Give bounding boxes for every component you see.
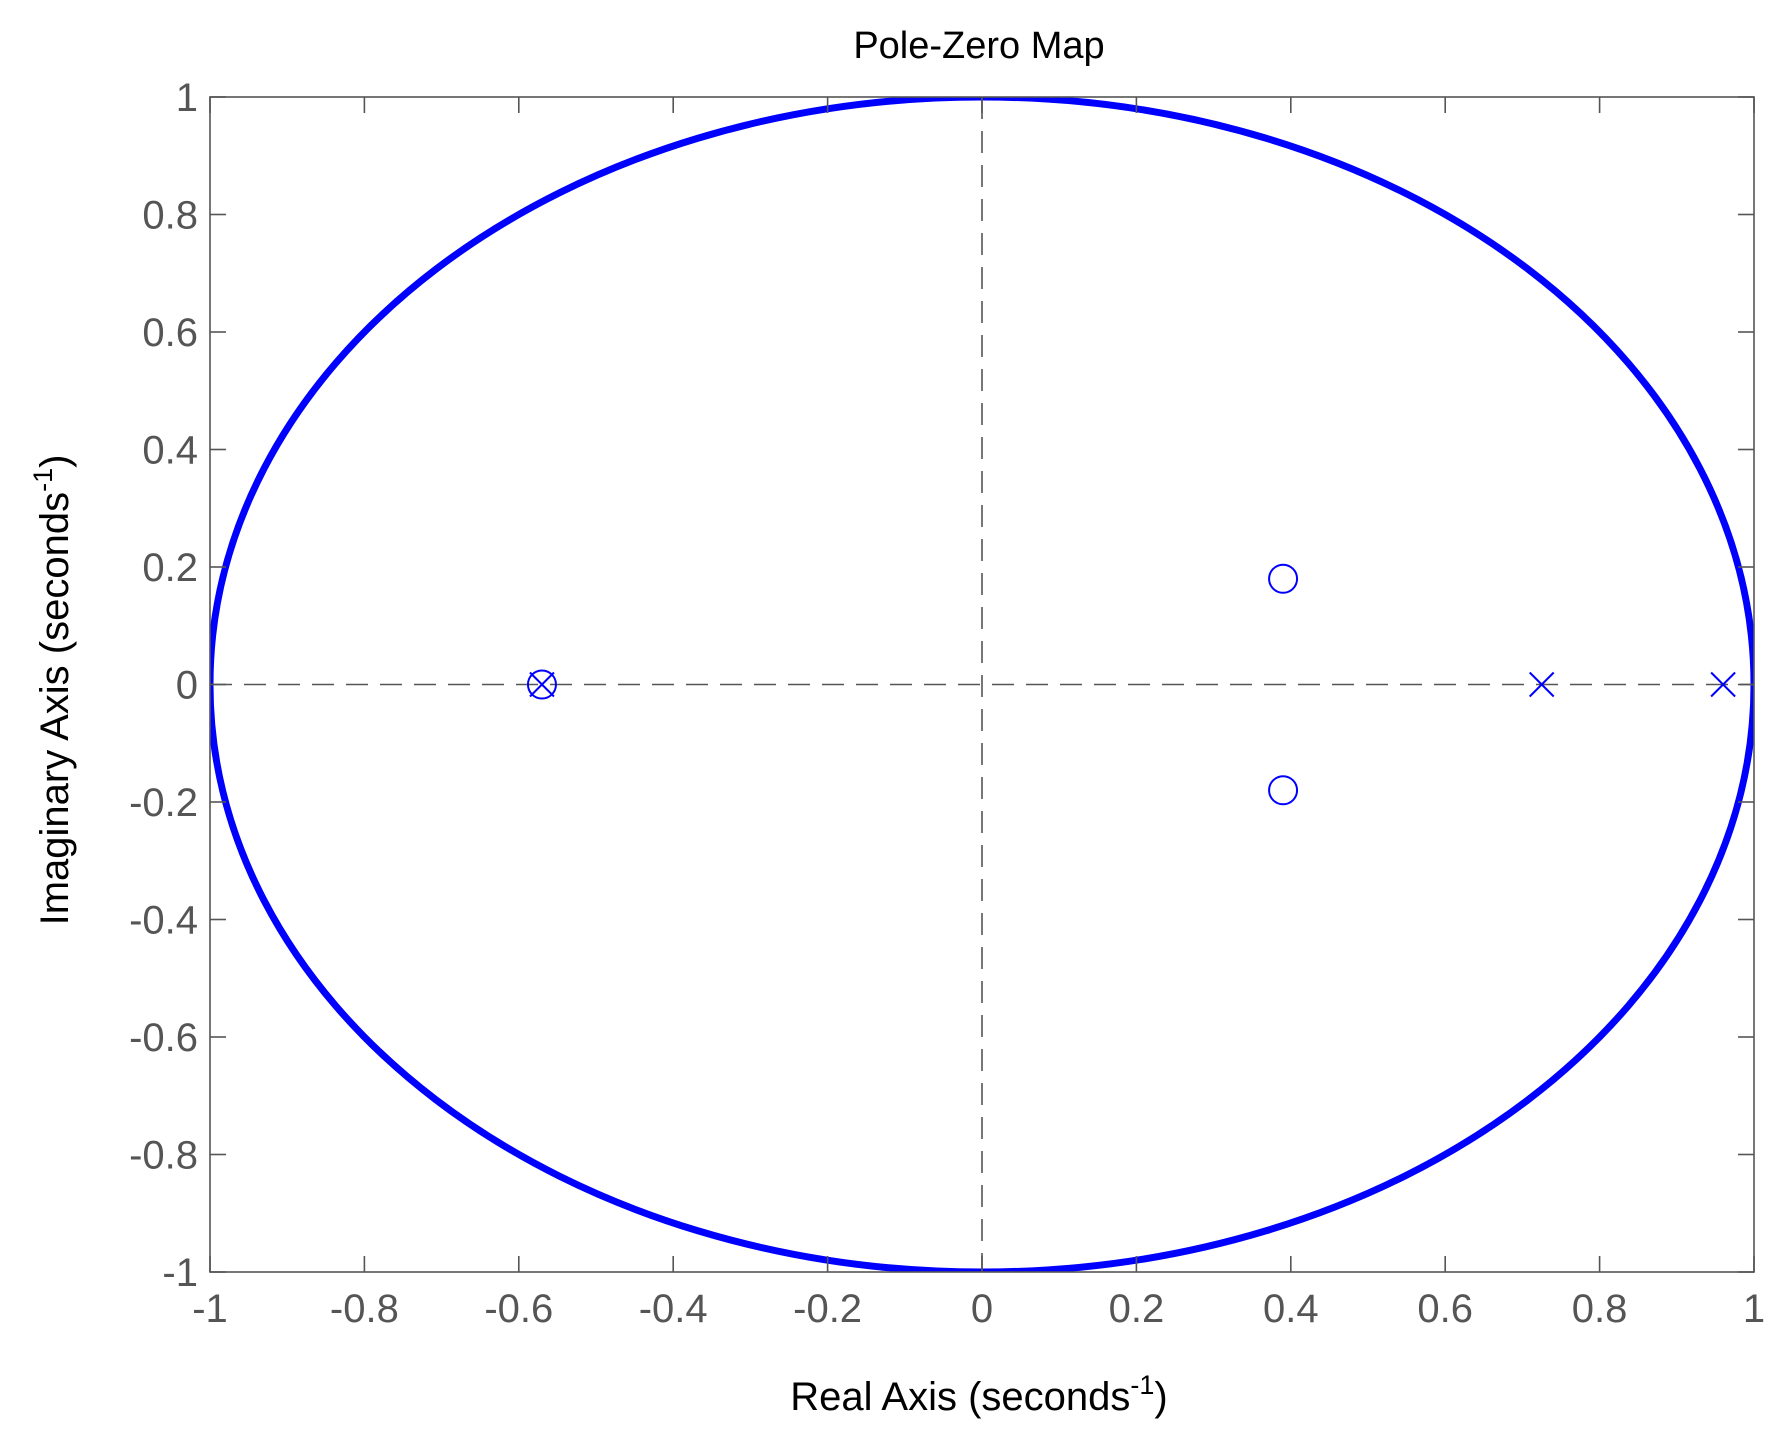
x-axis-label-exponent: -1 bbox=[1130, 1370, 1154, 1400]
y-tick-label: 0.2 bbox=[142, 546, 198, 590]
x-axis-label: Real Axis (seconds-1) bbox=[790, 1370, 1168, 1419]
y-tick-label: -1 bbox=[162, 1251, 198, 1295]
x-tick-label: 0.2 bbox=[1109, 1287, 1165, 1331]
chart-title: Pole-Zero Map bbox=[853, 25, 1104, 67]
pole-marker bbox=[1528, 671, 1555, 698]
y-tick-label: -0.6 bbox=[129, 1016, 198, 1060]
zero-marker bbox=[1268, 775, 1299, 806]
pole-marker bbox=[1710, 671, 1736, 698]
y-axis-label-exponent: -1 bbox=[28, 468, 58, 492]
x-tick-label: -0.2 bbox=[793, 1287, 862, 1331]
ticks-layer: -1 -0.8 -0.6 -0.4 -0.2 0 0.2 0.4 0.6 0.8 1 -1 -0.8 -0… bbox=[129, 76, 1765, 1331]
x-axis-label-base: Real Axis (seconds bbox=[790, 1375, 1130, 1419]
x-tick-label: 0 bbox=[971, 1287, 993, 1331]
zero-marker bbox=[1268, 563, 1299, 594]
y-tick-label: 0.6 bbox=[142, 311, 198, 355]
x-axis-label-close: ) bbox=[1154, 1375, 1167, 1419]
y-tick-label: 0.4 bbox=[142, 429, 198, 473]
x-tick-label: 1 bbox=[1743, 1287, 1765, 1331]
y-tick-label: -0.8 bbox=[129, 1134, 198, 1178]
y-axis-label-close: ) bbox=[33, 455, 77, 468]
y-axis-label: Imaginary Axis (seconds-1) bbox=[28, 455, 77, 926]
y-tick-label: -0.4 bbox=[129, 899, 198, 943]
zero-marker bbox=[526, 669, 557, 700]
x-tick-label: 0.6 bbox=[1417, 1287, 1473, 1331]
x-tick-label: -0.4 bbox=[639, 1287, 708, 1331]
y-tick-label: 1 bbox=[176, 76, 198, 120]
y-tick-label: 0.8 bbox=[142, 194, 198, 238]
x-tick-label: -1 bbox=[192, 1287, 228, 1331]
y-axis-label-base: Imaginary Axis (seconds bbox=[33, 492, 77, 926]
x-tick-label: -0.8 bbox=[330, 1287, 399, 1331]
x-tick-label: 0.8 bbox=[1572, 1287, 1628, 1331]
y-tick-label: 0 bbox=[176, 664, 198, 708]
x-tick-label: 0.4 bbox=[1263, 1287, 1319, 1331]
y-tick-label: -0.2 bbox=[129, 781, 198, 825]
x-tick-label: -0.6 bbox=[484, 1287, 553, 1331]
pole-marker bbox=[529, 671, 555, 698]
markers-layer bbox=[526, 563, 1736, 806]
